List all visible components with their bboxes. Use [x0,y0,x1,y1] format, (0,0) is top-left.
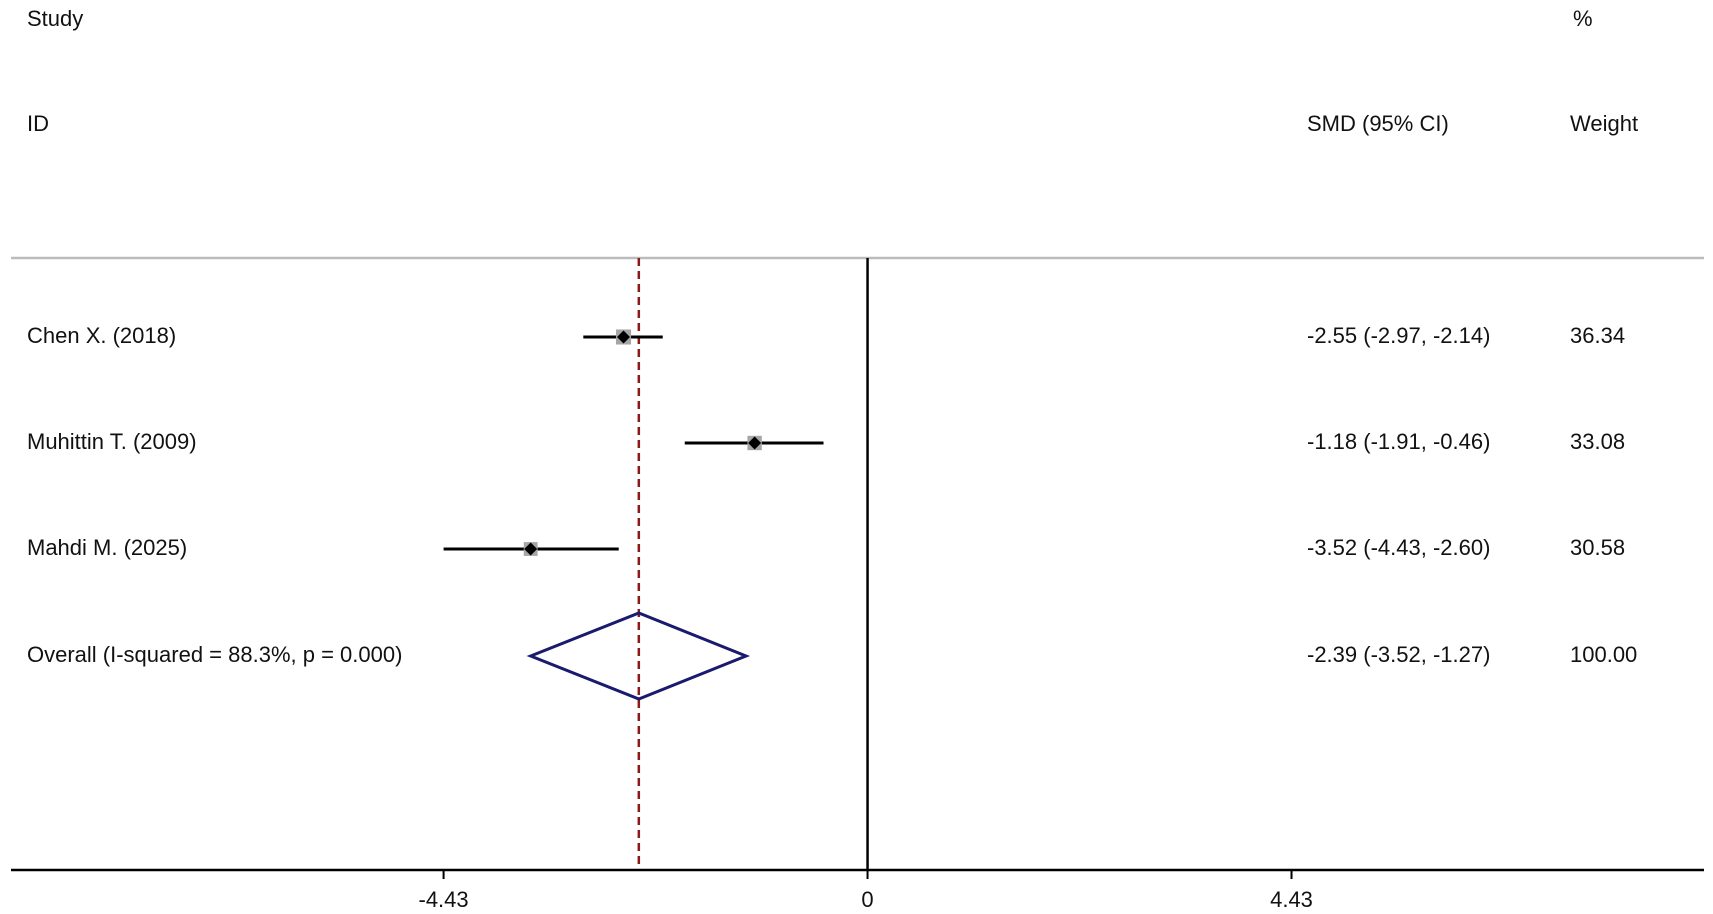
x-tick-label: 4.43 [1270,887,1313,912]
study-name: Muhittin T. (2009) [27,429,197,454]
point-estimate [524,542,538,556]
point-estimate [617,330,631,344]
x-tick-label: 0 [861,887,873,912]
weight-label: 33.08 [1570,429,1625,454]
weight-label: 36.34 [1570,323,1625,348]
point-estimate [748,436,762,450]
ci-label: -2.55 (-2.97, -2.14) [1307,323,1490,348]
ci-label: -3.52 (-4.43, -2.60) [1307,535,1490,560]
study-name: Mahdi M. (2025) [27,535,187,560]
header-effect: SMD (95% CI) [1307,111,1449,136]
x-tick-label: -4.43 [419,887,469,912]
header-id: ID [27,111,49,136]
header-study: Study [27,6,83,31]
header-pct: % [1573,6,1593,31]
weight-label: 30.58 [1570,535,1625,560]
ci-label: -1.18 (-1.91, -0.46) [1307,429,1490,454]
overall-diamond [526,611,751,701]
overall-ci-label: -2.39 (-3.52, -1.27) [1307,642,1490,667]
header-weight: Weight [1570,111,1638,136]
overall-weight-label: 100.00 [1570,642,1637,667]
study-name: Chen X. (2018) [27,323,176,348]
overall-name: Overall (I-squared = 88.3%, p = 0.000) [27,642,402,667]
